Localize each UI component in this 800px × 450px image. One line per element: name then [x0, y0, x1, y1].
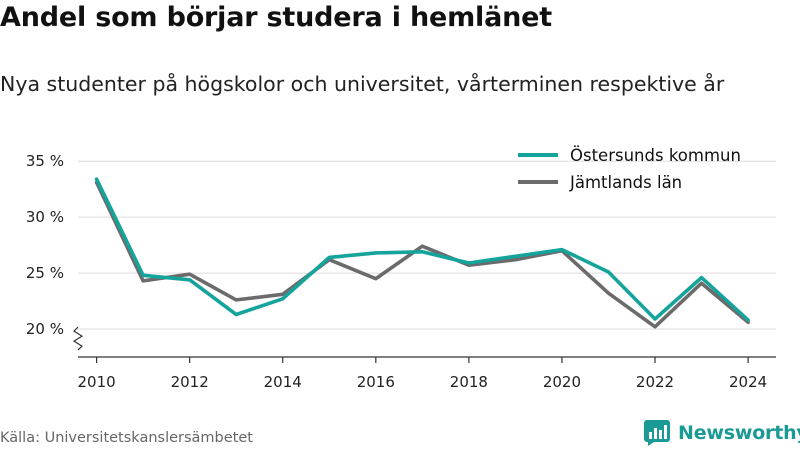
x-tick-label: 2014: [264, 373, 302, 391]
axis-break-icon: [72, 326, 84, 351]
x-tick-label: 2012: [171, 373, 209, 391]
brand-logo: Newsworthy: [644, 420, 800, 446]
x-tick-label: 2020: [543, 373, 581, 391]
y-tick-label: 30 %: [26, 208, 64, 226]
legend-label: Jämtlands län: [569, 173, 682, 192]
x-tick-label: 2024: [729, 373, 767, 391]
y-tick-label: 25 %: [26, 264, 64, 282]
chart-subtitle: Nya studenter på högskolor och universit…: [0, 72, 725, 96]
series-line: [94, 177, 750, 322]
bar-chart-icon: [644, 420, 670, 446]
x-tick-label: 2022: [636, 373, 674, 391]
y-tick-label: 20 %: [26, 320, 64, 338]
brand-name: Newsworthy: [678, 422, 800, 444]
x-tick-label: 2016: [357, 373, 395, 391]
line-chart: 20 % 25 % 30 % 35 % 2010 2012 2014 2016 2018 2020…: [26, 146, 776, 391]
chart-title: Andel som börjar studera i hemlänet: [0, 2, 552, 33]
y-tick-label: 35 %: [26, 152, 64, 170]
source-note: Källa: Universitetskanslersämbetet: [0, 430, 253, 446]
legend-label: Östersunds kommun: [570, 146, 741, 165]
x-tick-label: 2018: [450, 373, 488, 391]
series-line: [94, 180, 750, 329]
x-tick-label: 2010: [78, 373, 116, 391]
